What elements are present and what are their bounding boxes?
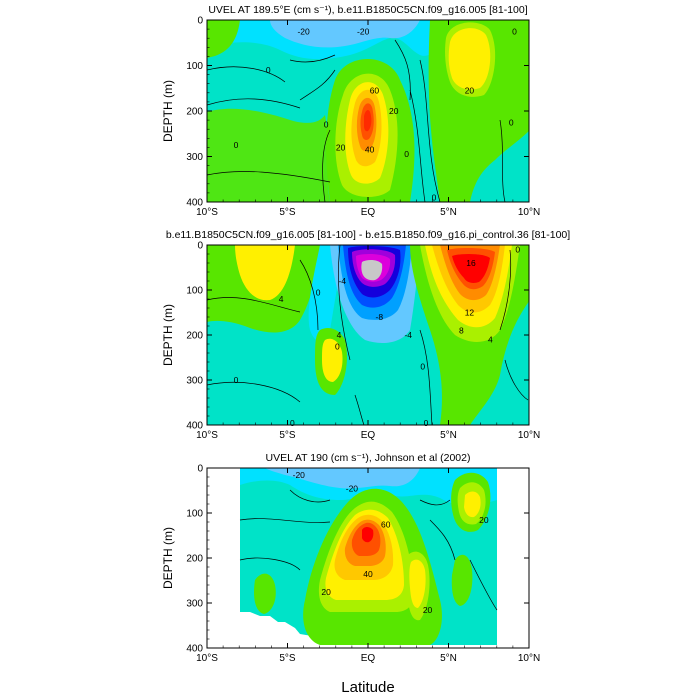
contour-label: 0	[266, 65, 271, 75]
contour-label: 0	[404, 149, 409, 159]
contour-label: 0	[324, 120, 329, 130]
contour-label: 0	[515, 245, 520, 255]
contour-label: 20	[465, 86, 475, 96]
x-tick-label: 5°N	[440, 207, 457, 218]
x-tick-label: 5°S	[279, 653, 296, 664]
x-tick-label: 5°S	[279, 207, 296, 218]
panel-1-title: UVEL AT 189.5°E (cm s⁻¹), b.e11.B1850C5C…	[208, 4, 527, 16]
panel-1-ylabel: DEPTH (m)	[161, 80, 175, 142]
contour-label: 8	[459, 326, 464, 336]
y-tick-label: 300	[186, 376, 203, 387]
y-tick-label: 0	[197, 241, 203, 252]
contour-label: 4	[337, 330, 342, 340]
contour-label: 0	[424, 418, 429, 428]
contour-label: 0	[234, 140, 239, 150]
contour-label: 60	[381, 519, 391, 529]
contour-label: 20	[336, 142, 346, 152]
contour-label: -20	[357, 26, 370, 36]
contour-label: 0	[512, 26, 517, 36]
y-tick-label: 0	[197, 16, 203, 27]
y-tick-label: 0	[197, 464, 203, 475]
contour-label: 0	[335, 341, 340, 351]
panel-2-field	[207, 245, 529, 425]
y-tick-label: 400	[186, 644, 203, 655]
x-tick-label: 10°S	[196, 653, 218, 664]
contour-label: 12	[465, 308, 475, 318]
contour-label: 16	[466, 258, 476, 268]
y-tick-label: 100	[186, 61, 203, 72]
x-tick-label: EQ	[361, 207, 376, 218]
contour-label: 60	[370, 86, 380, 96]
contour-label: 20	[389, 106, 399, 116]
contour-label: -20	[346, 483, 359, 493]
contour-label: 0	[316, 287, 321, 297]
x-tick-label: 10°N	[518, 653, 540, 664]
y-tick-label: 400	[186, 421, 203, 432]
contour-label: 4	[279, 294, 284, 304]
y-tick-label: 300	[186, 599, 203, 610]
x-tick-label: 5°N	[440, 430, 457, 441]
y-tick-label: 200	[186, 554, 203, 565]
panel-3-field	[207, 468, 529, 648]
y-tick-label: 200	[186, 331, 203, 342]
contour-label: -20	[297, 26, 310, 36]
contour-label: 0	[420, 362, 425, 372]
contour-label: 40	[363, 569, 373, 579]
x-tick-label: EQ	[361, 430, 376, 441]
contour-label: 4	[488, 335, 493, 345]
panel-2-title: b.e11.B1850C5CN.f09_g16.005 [81-100] - b…	[166, 229, 570, 241]
x-tick-label: 10°S	[196, 430, 218, 441]
panel-1-field	[207, 20, 529, 202]
y-tick-label: 100	[186, 286, 203, 297]
x-tick-label: EQ	[361, 653, 376, 664]
panel-2-difference: b.e11.B1850C5CN.f09_g16.005 [81-100] - b…	[161, 229, 570, 441]
y-tick-label: 200	[186, 107, 203, 118]
y-tick-label: 100	[186, 509, 203, 520]
contour-label: 0	[509, 117, 514, 127]
y-tick-label: 300	[186, 152, 203, 163]
panel-1-model-uvel: UVEL AT 189.5°E (cm s⁻¹), b.e11.B1850C5C…	[161, 4, 540, 218]
panel-3-observations: UVEL AT 190 (cm s⁻¹), Johnson et al (200…	[161, 452, 540, 664]
panel-3-ylabel: DEPTH (m)	[161, 527, 175, 589]
x-tick-label: 5°N	[440, 653, 457, 664]
x-tick-label: 10°N	[518, 430, 540, 441]
contour-label: 20	[321, 587, 331, 597]
x-tick-label: 5°S	[279, 430, 296, 441]
panel-1-contour-labels: -20 -20 0 0 0 0 0 0 0 20 20 40 60 20	[234, 26, 518, 202]
contour-label: 0	[290, 418, 295, 428]
x-tick-label: 10°S	[196, 207, 218, 218]
x-tick-label: 10°N	[518, 207, 540, 218]
contour-label: -4	[338, 276, 346, 286]
panel-3-contour-labels: -20 -20 20 40 60 20 20	[293, 470, 489, 615]
contour-label: 0	[234, 375, 239, 385]
contour-label: 0	[432, 192, 437, 202]
contour-label: 20	[479, 515, 489, 525]
contour-label: -20	[293, 470, 306, 480]
contour-label: 40	[365, 145, 375, 155]
panel-2-ylabel: DEPTH (m)	[161, 304, 175, 366]
contour-label: -4	[404, 330, 412, 340]
panel-3-axes: 10°S 5°S EQ 5°N 10°N 0 100 200 300 400	[186, 464, 540, 665]
y-tick-label: 400	[186, 198, 203, 209]
x-axis-label: Latitude	[341, 679, 394, 696]
contour-label: 20	[423, 605, 433, 615]
panel-3-title: UVEL AT 190 (cm s⁻¹), Johnson et al (200…	[266, 452, 471, 464]
contour-label: -8	[375, 312, 383, 322]
